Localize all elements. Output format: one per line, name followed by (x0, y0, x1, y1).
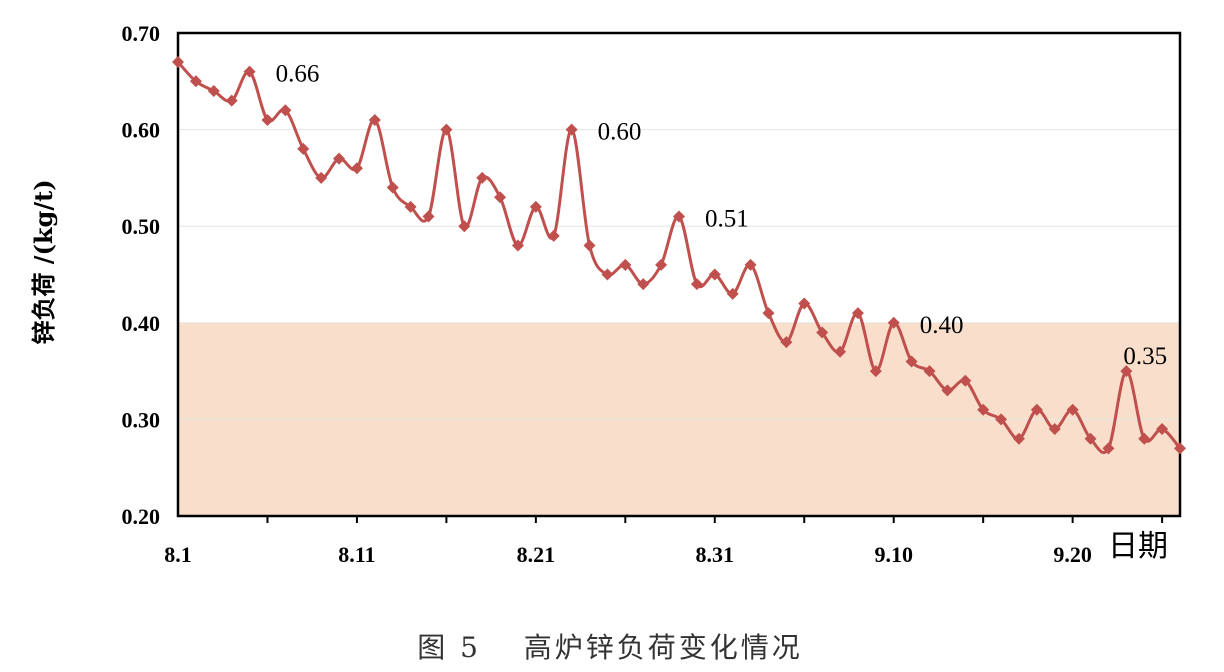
data-point (350, 162, 363, 175)
data-point (887, 316, 900, 329)
data-point (959, 374, 972, 387)
data-point (565, 123, 578, 136)
y-tick-label: 0.30 (122, 407, 161, 432)
data-point (494, 191, 507, 204)
data-label: 0.60 (598, 119, 642, 146)
data-point (225, 94, 238, 107)
plot-area-border (176, 31, 1182, 518)
data-point (619, 258, 632, 271)
data-point (1084, 432, 1097, 445)
data-label: 0.66 (276, 61, 320, 88)
y-tick-label: 0.60 (122, 118, 161, 143)
data-point (798, 297, 811, 310)
data-point (1156, 423, 1169, 436)
data-point (673, 210, 685, 223)
data-point (923, 365, 936, 378)
data-point (1174, 442, 1186, 455)
data-point (816, 326, 829, 339)
data-point (995, 413, 1008, 426)
y-tick-label: 0.50 (122, 214, 161, 239)
x-tick-label: 8.11 (338, 542, 375, 567)
data-point (1048, 423, 1061, 436)
data-point (476, 171, 489, 184)
y-axis-label: 锌负荷 /(kg/t) (29, 179, 58, 344)
data-point (905, 355, 918, 368)
data-point (458, 220, 471, 233)
data-point (386, 181, 399, 194)
data-point (690, 278, 703, 291)
y-tick-label: 0.20 (122, 504, 161, 529)
data-point (726, 287, 739, 300)
data-point (744, 258, 757, 271)
data-label: 0.35 (1123, 343, 1167, 370)
data-point (851, 307, 864, 320)
data-point (601, 268, 614, 281)
data-point (1138, 432, 1151, 445)
data-point (207, 84, 220, 97)
data-point (834, 345, 847, 358)
x-axis-label: 日期 (1108, 529, 1168, 564)
data-point (368, 113, 381, 126)
data-point (869, 365, 882, 378)
data-point (762, 307, 775, 320)
data-point (655, 258, 668, 271)
figure-caption: 图 5 高炉锌负荷变化情况 (417, 631, 803, 664)
data-point (977, 403, 990, 416)
data-point (315, 171, 328, 184)
x-tick-label: 8.21 (517, 542, 556, 567)
data-point (1066, 403, 1079, 416)
data-point (404, 200, 417, 213)
data-point (941, 384, 954, 397)
data-point (1102, 442, 1115, 455)
data-point (279, 104, 292, 117)
data-point (333, 152, 346, 165)
data-point (708, 268, 721, 281)
data-point (529, 200, 542, 213)
x-tick-label: 9.20 (1053, 542, 1092, 567)
data-point (547, 229, 560, 242)
y-tick-label: 0.40 (122, 311, 161, 336)
data-point (511, 239, 524, 252)
x-tick-label: 8.1 (164, 542, 192, 567)
data-point (261, 113, 274, 126)
data-point (1120, 365, 1133, 378)
x-tick-label: 8.31 (696, 542, 735, 567)
data-point (172, 55, 184, 68)
data-label: 0.40 (920, 312, 964, 339)
data-point (583, 239, 596, 252)
data-point (1012, 432, 1025, 445)
x-tick-label: 9.10 (874, 542, 913, 567)
data-point (297, 142, 310, 155)
data-point (440, 123, 453, 136)
data-point (422, 210, 435, 223)
data-point (780, 336, 793, 349)
data-label: 0.51 (705, 206, 749, 233)
data-point (189, 75, 202, 88)
data-point (243, 65, 256, 78)
y-tick-label: 0.70 (122, 21, 161, 46)
data-point (1030, 403, 1043, 416)
data-point (637, 278, 650, 291)
